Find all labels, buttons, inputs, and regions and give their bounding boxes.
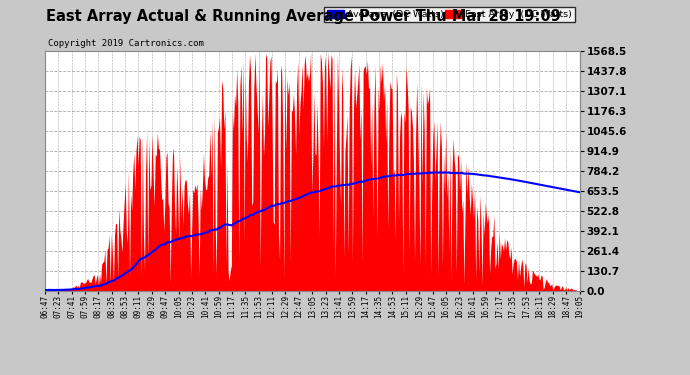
Text: East Array Actual & Running Average Power Thu Mar 28 19:09: East Array Actual & Running Average Powe… xyxy=(46,9,561,24)
Legend: Average  (DC Watts), East Array  (DC Watts): Average (DC Watts), East Array (DC Watts… xyxy=(324,8,575,22)
Text: Copyright 2019 Cartronics.com: Copyright 2019 Cartronics.com xyxy=(48,39,204,48)
